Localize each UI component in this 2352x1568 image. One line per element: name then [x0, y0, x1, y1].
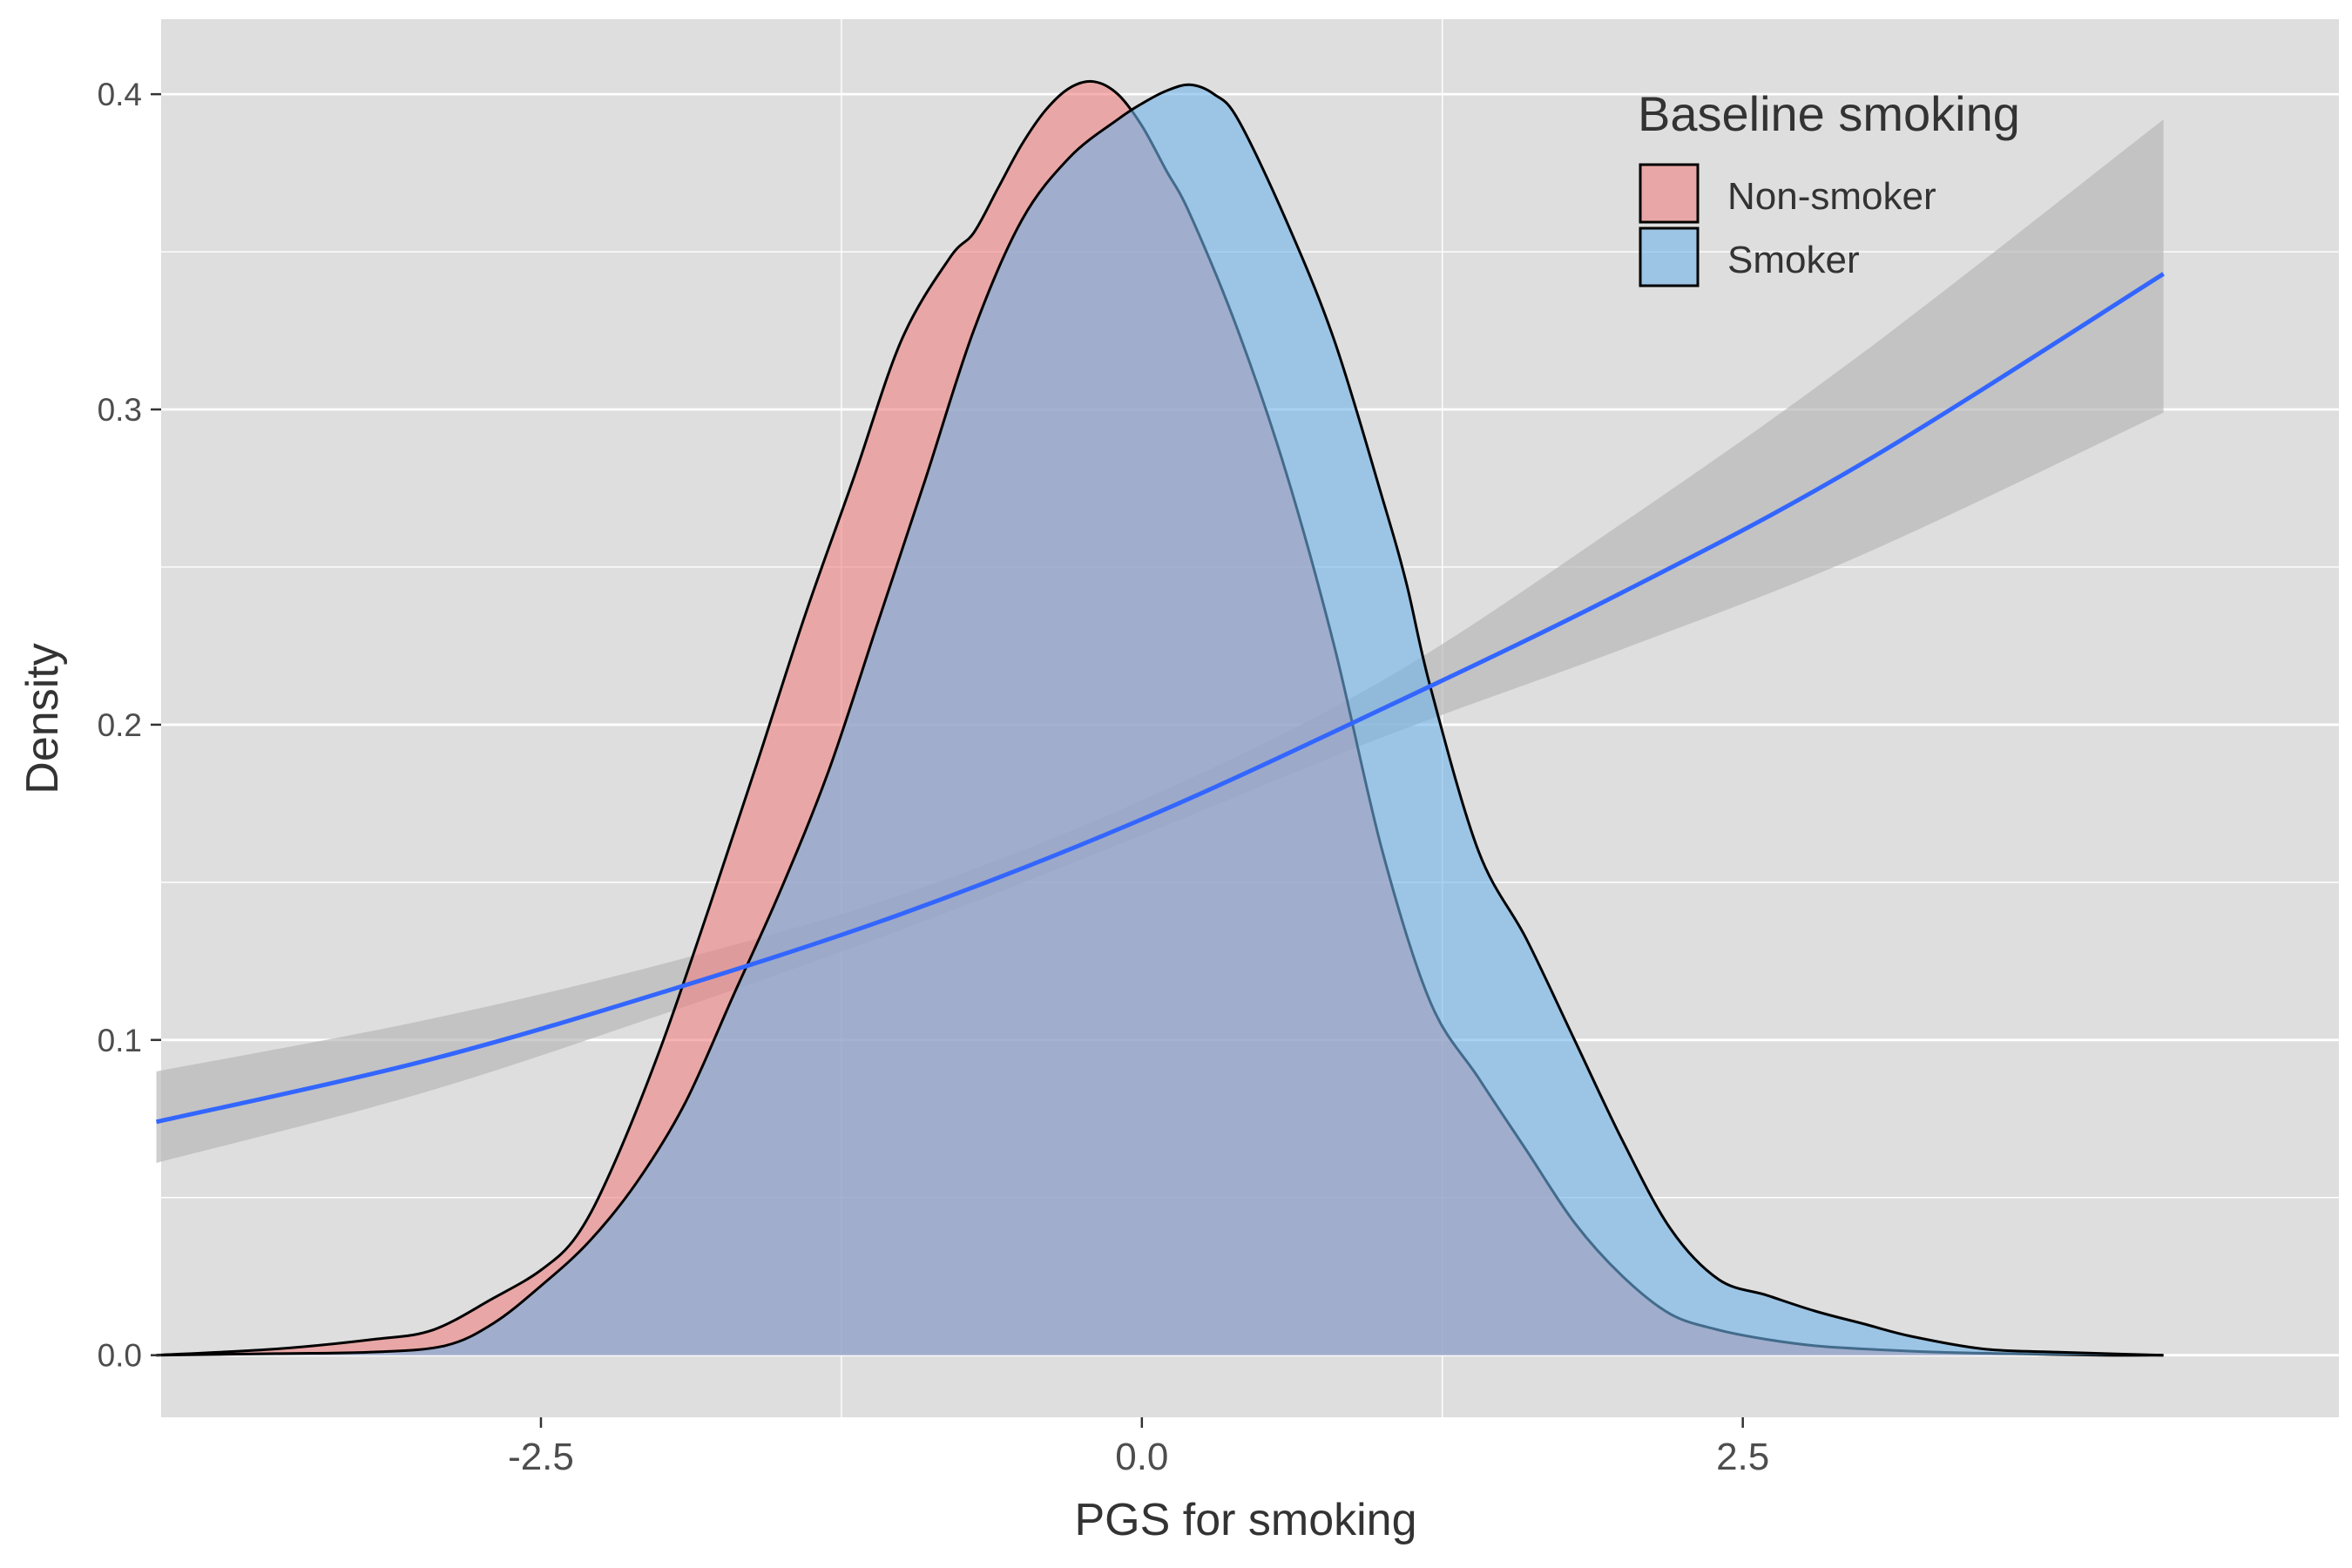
x-axis-title: PGS for smoking [1074, 1495, 1416, 1545]
y-tick-label: 0.3 [98, 392, 142, 428]
trend-line-layer [155, 272, 2165, 1125]
x-tick-label: 2.5 [1716, 1436, 1769, 1478]
confidence-ribbon [156, 119, 2164, 1164]
density-layer [156, 79, 2164, 1357]
y-tick-label: 0.4 [98, 77, 142, 112]
x-axis: -2.5 0.0 2.5 [508, 1417, 1769, 1478]
confidence-ribbon-layer [156, 119, 2164, 1164]
x-tick-label: 0.0 [1115, 1436, 1168, 1478]
legend-key-non-smoker [1639, 163, 1700, 224]
y-tick-label: 0.1 [98, 1023, 142, 1058]
trend-line [155, 272, 2165, 1125]
legend-label-non-smoker: Non-smoker [1727, 175, 1936, 218]
y-axis: 0.0 0.1 0.2 0.3 0.4 [98, 77, 161, 1374]
legend-key-smoker [1639, 226, 1700, 287]
legend-label-smoker: Smoker [1727, 239, 1860, 281]
density-area-smoker [156, 84, 2164, 1355]
y-tick-label: 0.2 [98, 707, 142, 743]
legend-title: Baseline smoking [1638, 86, 2020, 141]
y-tick-label: 0.0 [98, 1338, 142, 1374]
legend: Baseline smoking Non-smoker Smoker [1638, 86, 2020, 287]
y-axis-title: Density [17, 643, 68, 794]
density-outline-smoker [156, 83, 2164, 1357]
x-tick-label: -2.5 [508, 1436, 574, 1478]
